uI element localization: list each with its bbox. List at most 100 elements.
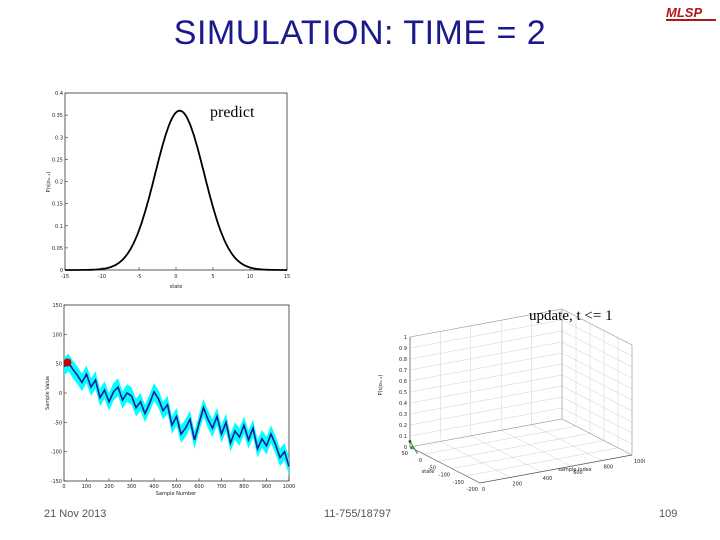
predict-plot-area (64, 92, 288, 271)
predict-x-label: state (170, 284, 183, 290)
update-z-tick-label: 0.9 (399, 346, 407, 352)
update-sample-tick-label: 1000 (634, 459, 645, 465)
update-point-stem (409, 441, 418, 454)
samples-x-label: Sample Number (156, 491, 197, 497)
update-sample-tick-label: 400 (543, 476, 553, 482)
predict-y-ticks: 0 0.05 0.1 0.15 0.2 0.25 0.3 0.35 0.4 (52, 91, 68, 274)
samples-confidence-band (64, 353, 289, 476)
update-grid-line (409, 374, 563, 404)
samples-x-tick-label: 100 (82, 484, 92, 490)
predict-y-tick-label: 0.4 (55, 91, 63, 97)
samples-x-tick-label: 0 (62, 484, 65, 490)
update-state-tick-label: -150 (453, 480, 464, 486)
update-state-tick-label: -200 (467, 487, 478, 493)
logo-underline (666, 19, 716, 21)
update-point (410, 446, 413, 450)
update-state-tick-label: 50 (402, 451, 408, 457)
update-sample-tick-label: 200 (512, 481, 522, 487)
update-z-tick-label: 0.8 (399, 357, 407, 363)
samples-x-tick-label: 400 (149, 484, 159, 490)
logo-text: MLSP (666, 5, 702, 20)
update-sample-label: sample index (558, 467, 591, 473)
update-state-tick-label: -100 (439, 473, 450, 479)
samples-chart: 0 100 200 300 400 500 600 700 800 900 1000 -150-10… (45, 303, 295, 497)
samples-x-tick-label: 700 (217, 484, 227, 490)
update-grid-line (409, 396, 563, 426)
samples-current-marker (63, 358, 72, 367)
predict-annotation: predict (210, 104, 255, 121)
update-z-tick-label: 0.1 (399, 434, 407, 440)
samples-x-tick-label: 200 (104, 484, 114, 490)
predict-x-tick-label: 0 (174, 274, 177, 280)
predict-y-label: P(s|o₀..ₜ) (46, 171, 52, 192)
predict-y-tick-label: 0.25 (52, 157, 63, 163)
predict-y-tick-label: 0.15 (52, 202, 63, 208)
update-axis-edge (479, 454, 633, 484)
update-grid-line (531, 424, 602, 461)
predict-x-tick-label: -5 (137, 274, 142, 280)
update-grid-line (465, 447, 619, 477)
samples-x-tick-label: 300 (127, 484, 137, 490)
update-z-tick-label: 0.3 (399, 412, 407, 418)
update-grid-line (409, 385, 563, 415)
update-grid-line (437, 433, 591, 462)
samples-x-tick-label: 500 (172, 484, 182, 490)
samples-x-tick-label: 1000 (283, 484, 295, 490)
update-grid-line (561, 330, 633, 368)
update-grid-line (501, 429, 572, 467)
update-grid-line (409, 363, 563, 393)
footer-page-number: 109 (659, 508, 678, 520)
footer-course: 11-755/18797 (324, 508, 392, 520)
update-z-label: P(s|o₀..ₜ) (378, 374, 384, 395)
update-grid-line (451, 440, 605, 469)
samples-x-tick-label: 900 (262, 484, 272, 490)
update-3d-ticks: 0 0.1 0.2 0.3 0.4 0.5 0.6 0.7 0.8 0.9 1 -200-150-10… (399, 335, 645, 493)
update-state-tick-label: 0 (419, 458, 422, 464)
predict-y-tick-label: 0.05 (52, 246, 63, 252)
update-axis-edge (561, 418, 633, 456)
samples-series-line (63, 361, 290, 467)
update-grid-line (409, 407, 563, 437)
samples-y-tick-label: -50 (54, 420, 62, 426)
update-grid-line (561, 407, 633, 445)
samples-x-tick-label: 800 (239, 484, 249, 490)
predict-chart: -15 -10 -5 0 5 10 15 0 0.05 0.1 0.15 0.2 0.25 0.3 0.3… (46, 91, 290, 290)
update-axis-edge (409, 446, 481, 484)
update-state-tick-label: -50 (428, 465, 436, 471)
update-axis-edge (409, 308, 563, 338)
slide-title: SIMULATION: TIME = 2 (173, 14, 547, 52)
samples-y-tick-label: -100 (51, 450, 62, 456)
update-grid-line (440, 441, 511, 478)
update-sample-tick-label: 0 (482, 487, 485, 493)
update-axis-edge (409, 418, 563, 448)
update-grid-line (470, 435, 541, 473)
samples-y-tick-label: 150 (52, 303, 62, 309)
update-grid-line (409, 341, 563, 371)
predict-y-tick-label: 0 (60, 268, 63, 274)
samples-y-tick-label: -150 (51, 479, 62, 485)
predict-y-tick-label: 0.3 (55, 135, 63, 141)
samples-x-tick-label: 600 (194, 484, 204, 490)
update-annotation: update, t <= 1 (529, 308, 613, 324)
samples-y-label: Sample Value (45, 376, 51, 410)
update-grid-line (561, 385, 633, 423)
samples-y-tick-label: 100 (52, 332, 62, 338)
update-grid-line (561, 396, 633, 434)
update-grid-line (561, 374, 633, 412)
update-grid-line (409, 352, 563, 382)
update-grid-line (561, 341, 633, 379)
samples-y-ticks: -150 -100 -50 0 50 100 150 (51, 303, 67, 485)
predict-x-tick-label: 15 (284, 274, 290, 280)
predict-x-tick-label: -15 (61, 274, 69, 280)
update-sample-tick-label: 800 (604, 465, 614, 471)
update-z-tick-label: 0.5 (399, 390, 407, 396)
predict-x-ticks: -15 -10 -5 0 5 10 15 (61, 267, 290, 280)
samples-y-tick-label: 50 (56, 362, 62, 368)
predict-y-tick-label: 0.2 (55, 180, 63, 186)
update-grid-line (561, 363, 633, 401)
update-3d-box (409, 308, 633, 484)
samples-y-tick-label: 0 (59, 391, 62, 397)
predict-x-tick-label: -10 (98, 274, 106, 280)
predict-y-tick-label: 0.1 (55, 224, 63, 230)
samples-x-ticks: 0 100 200 300 400 500 600 700 800 900 1000 (62, 478, 295, 490)
